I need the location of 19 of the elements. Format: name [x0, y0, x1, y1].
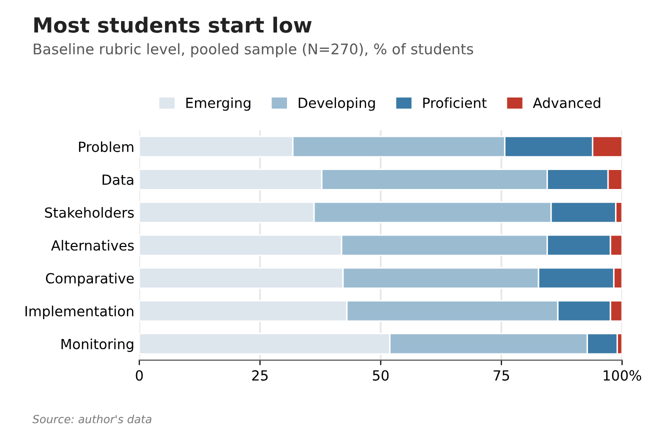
x-tick-label: 25 — [252, 370, 268, 381]
y-tick-label: Monitoring — [62, 338, 134, 352]
chart-subtitle: Baseline rubric level, pooled sample (N=270), % of students — [34, 43, 474, 58]
y-tick-label: Stakeholders — [45, 207, 134, 218]
legend-label: Proficient — [423, 97, 487, 108]
legend-label: Emerging — [186, 97, 250, 111]
legend-label: Advanced — [532, 97, 600, 108]
y-tick-label: Comparative — [46, 272, 134, 286]
x-tick-label: 0 — [136, 370, 143, 381]
y-tick-label: Data — [102, 174, 134, 185]
chart-title: Most students start low — [34, 16, 312, 33]
legend-label: Developing — [298, 97, 375, 111]
x-tick-label: 75 — [494, 370, 510, 381]
y-tick-label: Implementation — [26, 306, 134, 320]
y-tick-label: Problem — [79, 141, 134, 152]
source-note: Source: author's data — [32, 414, 152, 424]
y-tick-label: Alternatives — [51, 240, 134, 251]
x-tick-label: 50 — [372, 370, 389, 381]
x-tick-label: 100% — [604, 370, 642, 381]
